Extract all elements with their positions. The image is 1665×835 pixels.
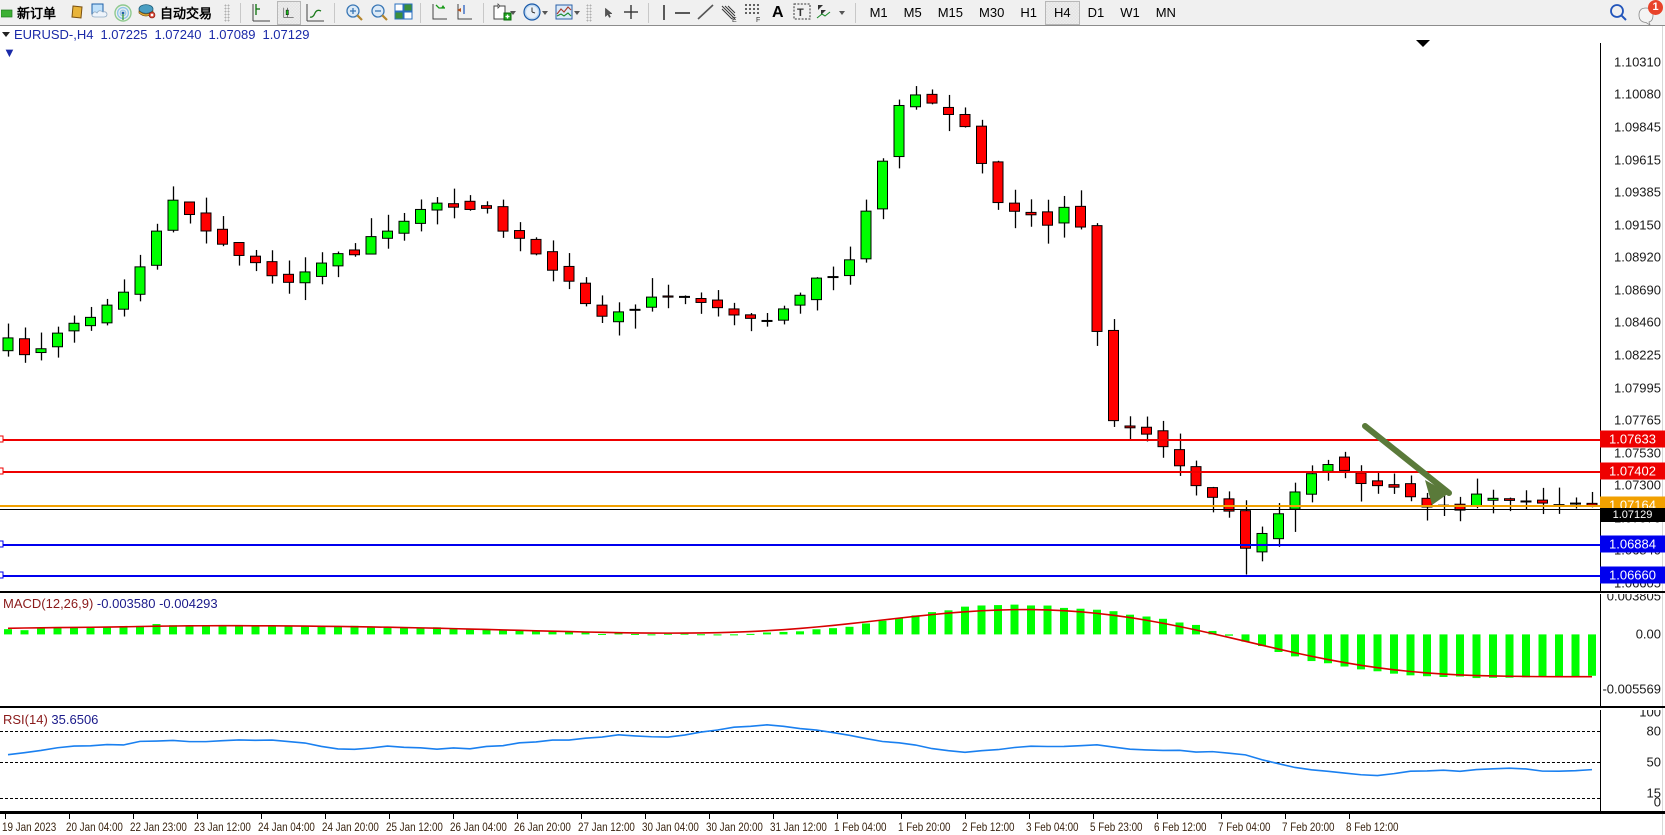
svg-text:F: F [756, 17, 760, 23]
svg-text:T: T [797, 7, 804, 19]
svg-text:E: E [732, 17, 737, 23]
